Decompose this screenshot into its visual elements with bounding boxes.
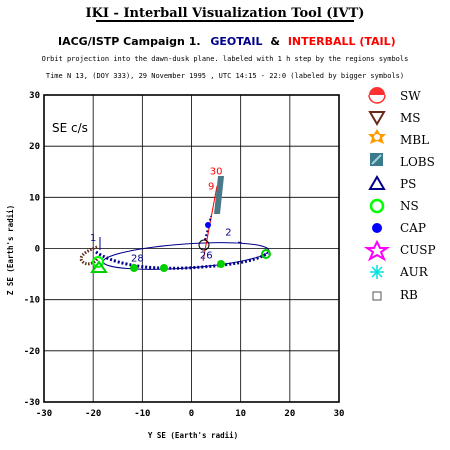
legend-label-lobs: LOBS: [400, 155, 435, 169]
x-axis-label: Y SE (Earth's radii): [148, 431, 238, 440]
time-info: Time N 13, (DOY 333), 29 November 1995 ,…: [46, 72, 404, 80]
earth-icon: [198, 239, 210, 251]
y-axis-label: Z SE (Earth's radii): [6, 205, 15, 295]
legend-item-lobs: LOBS: [370, 153, 435, 169]
geotail-tick: [237, 241, 243, 244]
sun-arc-icon: [368, 94, 386, 104]
x-tick-label: -20: [85, 409, 101, 419]
magnetosheath-track: [79, 245, 100, 266]
asterisk-icon: [370, 265, 384, 279]
legend-item-aur: AUR: [370, 265, 429, 279]
legend-item-ps: PS: [368, 175, 416, 191]
app-title: IKI - Interball Visualization Tool (IVT): [86, 6, 365, 21]
interball-ps-track: [204, 215, 212, 241]
circle-icon: [369, 198, 385, 214]
star-outline-icon: [363, 239, 391, 262]
legend-label-ms: MS: [400, 111, 421, 125]
geotail-orbit: [79, 237, 271, 273]
ns-marker-icon: [217, 260, 225, 268]
legend-item-sw: SW: [368, 87, 421, 104]
y-tick-label: -30: [24, 398, 40, 408]
legend-item-rb: RB: [372, 288, 418, 302]
triangle-down-icon: [368, 111, 386, 126]
orbit-hour-label: 28: [131, 253, 144, 264]
dot-icon: [372, 223, 382, 233]
ns-marker-icon: [261, 249, 271, 259]
legend-item-ns: NS: [369, 198, 419, 214]
x-tick-label: -10: [134, 409, 150, 419]
frame-label: SE c/s: [52, 121, 88, 135]
y-tick-label: 20: [29, 142, 40, 152]
orbit-hour-label: 9: [208, 182, 214, 193]
geotail-label: GEOTAIL: [210, 35, 262, 48]
orbit-hour-label: 26: [200, 251, 213, 262]
y-tick-label: 0: [35, 245, 40, 255]
x-tick-label: 30: [334, 409, 345, 419]
y-tick-label: 10: [29, 193, 40, 203]
interball-orbit: [198, 176, 224, 262]
square-outline-icon: [372, 291, 382, 301]
interball-label: INTERBALL (TAIL): [288, 35, 396, 48]
legend-item-cusp: CUSP: [363, 239, 436, 262]
campaign-line: IACG/ISTP Campaign 1. GEOTAIL & INTERBAL…: [58, 35, 396, 48]
ns-marker-icon: [160, 264, 168, 272]
orbit-labels: 1 28 26 2 30 9: [90, 166, 232, 264]
y-tick-label: 30: [29, 91, 40, 101]
ns-marker-icon: [130, 264, 138, 272]
star-center-icon: [374, 134, 380, 140]
x-tick-label: 20: [284, 409, 295, 419]
legend-item-mbl: MBL: [368, 129, 429, 147]
legend-label-cusp: CUSP: [400, 243, 436, 257]
orbit-hour-label: 1: [90, 233, 96, 244]
square-stripe-icon: [371, 154, 382, 165]
campaign-label: IACG/ISTP Campaign 1.: [58, 35, 201, 48]
lobs-marker-icon: [214, 176, 224, 214]
grid: [44, 95, 339, 402]
legend-label-sw: SW: [400, 89, 421, 103]
x-tick-label: 0: [189, 409, 194, 419]
legend: SW MS MBL LOBS PS NS CAP: [363, 87, 436, 302]
legend-label-ns: NS: [400, 199, 419, 213]
x-tick-label: -30: [36, 409, 52, 419]
legend-item-cap: CAP: [372, 221, 426, 235]
y-tick-label: -10: [24, 296, 40, 306]
legend-label-ps: PS: [400, 177, 416, 191]
amp-label: &: [270, 35, 280, 48]
geotail-ps-track: [95, 250, 269, 270]
legend-label-cap: CAP: [400, 221, 426, 235]
legend-label-mbl: MBL: [400, 133, 429, 147]
orbit-hour-label: 30: [210, 166, 223, 177]
legend-label-aur: AUR: [399, 265, 429, 279]
x-tick-label: 10: [235, 409, 246, 419]
orbit-hour-label: 2: [225, 228, 231, 239]
legend-item-ms: MS: [368, 111, 421, 126]
triangle-up-icon: [368, 175, 386, 190]
ps-marker-icon: [90, 260, 108, 273]
y-tick-label: -20: [24, 347, 40, 357]
y-tick-labels: 30 20 10 0 -10 -20 -30: [24, 91, 40, 408]
cap-marker-icon: [205, 222, 211, 228]
x-tick-labels: -30 -20 -10 0 10 20 30: [36, 409, 345, 419]
subtitle: Orbit projection into the dawn-dusk plan…: [42, 55, 409, 63]
sun-icon: [369, 87, 385, 95]
legend-label-rb: RB: [400, 288, 418, 302]
ns-marker-icon: [92, 256, 104, 268]
